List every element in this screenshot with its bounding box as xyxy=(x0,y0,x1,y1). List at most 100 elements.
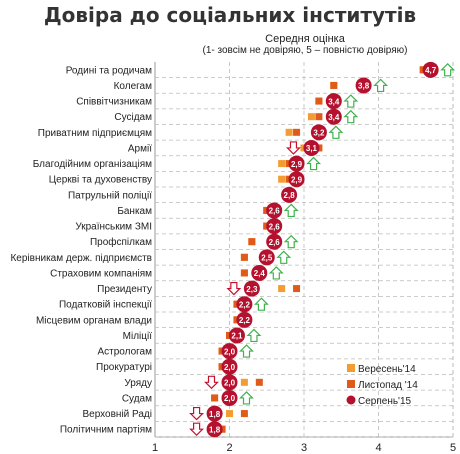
arrow-up-icon xyxy=(283,234,299,249)
arrow-up-icon xyxy=(246,328,262,343)
marker-sep14 xyxy=(240,378,248,386)
data-label-aug15: 2,2 xyxy=(239,316,251,325)
data-label-aug15: 2,9 xyxy=(291,175,303,184)
category-label: Профспілкам xyxy=(90,236,152,248)
category-label: Банкам xyxy=(117,206,152,217)
arrow-up-icon xyxy=(373,78,389,93)
data-label-aug15: 1,8 xyxy=(209,410,221,419)
data-label-aug15: 2,6 xyxy=(269,207,281,216)
legend-marker xyxy=(347,364,355,372)
marker-aug15 xyxy=(221,358,238,375)
arrow-down-icon xyxy=(189,422,205,437)
marker-nov14 xyxy=(315,113,323,121)
legend-label: Вересень'14 xyxy=(358,364,416,375)
data-label-aug15: 4,7 xyxy=(425,66,437,75)
marker-aug15 xyxy=(221,343,238,360)
marker-nov14 xyxy=(240,269,248,277)
marker-aug15 xyxy=(236,296,253,313)
x-tick-label: 5 xyxy=(450,442,456,454)
marker-sep14 xyxy=(278,285,286,293)
x-tick-label: 3 xyxy=(301,442,307,454)
data-label-aug15: 2,0 xyxy=(224,379,236,388)
marker-aug15 xyxy=(310,124,327,141)
chart-title: Довіра до соціальних інститутів xyxy=(43,3,417,27)
marker-nov14 xyxy=(293,128,301,136)
category-label: Армії xyxy=(128,143,152,154)
arrow-up-icon xyxy=(440,62,456,77)
marker-aug15 xyxy=(325,93,342,110)
data-label-aug15: 2,9 xyxy=(291,160,303,169)
chart-subtitle: Середня оцінка xyxy=(265,33,345,45)
marker-aug15 xyxy=(325,108,342,125)
legend-marker xyxy=(346,395,356,405)
category-label: Колегам xyxy=(114,81,153,92)
category-label: Патрульній поліції xyxy=(68,190,152,201)
category-label: Родині та родичам xyxy=(66,65,152,76)
marker-aug15 xyxy=(221,374,238,391)
marker-aug15 xyxy=(243,280,260,297)
marker-aug15 xyxy=(206,405,223,422)
data-label-aug15: 2,4 xyxy=(254,269,266,278)
category-label: Сусідам xyxy=(114,112,152,123)
marker-nov14 xyxy=(211,394,219,402)
arrow-up-icon xyxy=(343,109,359,124)
arrow-down-icon xyxy=(226,281,242,296)
legend-label: Серпень'15 xyxy=(358,396,412,407)
marker-aug15 xyxy=(288,155,305,172)
marker-aug15 xyxy=(288,171,305,188)
category-label: Місцевим органам влади xyxy=(36,315,152,326)
category-label: Керівникам держ. підприємств xyxy=(10,253,152,264)
data-label-aug15: 3,4 xyxy=(328,113,340,122)
data-label-aug15: 2,5 xyxy=(261,254,273,263)
data-label-aug15: 3,1 xyxy=(306,144,318,153)
category-label: Прокуратурі xyxy=(96,362,152,373)
marker-nov14 xyxy=(330,81,338,89)
chart-subtitle-note: (1- зовсім не довіряю, 5 – повністю дові… xyxy=(202,45,408,56)
arrow-up-icon xyxy=(239,391,254,405)
data-label-aug15: 2,0 xyxy=(224,394,236,403)
marker-nov14 xyxy=(293,285,301,293)
data-label-aug15: 2,8 xyxy=(284,191,296,200)
x-tick-label: 4 xyxy=(375,442,381,454)
category-label: Міліції xyxy=(123,331,153,342)
marker-nov14 xyxy=(240,253,248,261)
legend-label: Листопад '14 xyxy=(358,380,418,391)
x-tick-label: 1 xyxy=(152,442,158,454)
marker-aug15 xyxy=(236,311,253,328)
arrow-up-icon xyxy=(328,125,344,139)
arrow-down-icon xyxy=(204,375,219,390)
legend-marker xyxy=(347,380,355,388)
data-label-aug15: 2,0 xyxy=(224,363,236,372)
marker-aug15 xyxy=(266,218,283,235)
arrow-up-icon xyxy=(253,297,269,311)
marker-nov14 xyxy=(240,410,248,418)
marker-aug15 xyxy=(251,264,268,281)
marker-sep14 xyxy=(226,410,233,418)
category-label: Співвітчизникам xyxy=(76,97,152,108)
category-label: Судам xyxy=(122,393,152,404)
category-label: Українським ЗМІ xyxy=(75,222,152,233)
data-label-aug15: 3,4 xyxy=(328,97,340,106)
arrow-up-icon xyxy=(239,344,254,358)
data-label-aug15: 2,1 xyxy=(231,332,243,341)
data-label-aug15: 2,3 xyxy=(246,285,258,294)
category-label: Церкві та духовенству xyxy=(49,175,152,186)
data-label-aug15: 3,8 xyxy=(358,82,370,91)
arrow-down-icon xyxy=(189,406,205,421)
data-label-aug15: 2,0 xyxy=(224,347,236,356)
arrow-up-icon xyxy=(306,156,321,171)
category-label: Страховим компаніям xyxy=(50,268,152,279)
marker-aug15 xyxy=(266,202,283,219)
data-label-aug15: 2,6 xyxy=(269,222,281,231)
category-label: Політичним партіям xyxy=(60,425,152,436)
marker-aug15 xyxy=(206,421,223,438)
marker-aug15 xyxy=(422,61,439,78)
category-label: Верховній Раді xyxy=(82,409,152,420)
category-label: Уряду xyxy=(124,378,152,389)
marker-aug15 xyxy=(228,327,245,344)
category-label: Астрологам xyxy=(97,347,152,358)
arrow-up-icon xyxy=(343,94,359,108)
marker-sep14 xyxy=(278,175,286,183)
data-label-aug15: 3,2 xyxy=(313,129,325,138)
category-label: Благодійним організаціям xyxy=(33,159,152,170)
